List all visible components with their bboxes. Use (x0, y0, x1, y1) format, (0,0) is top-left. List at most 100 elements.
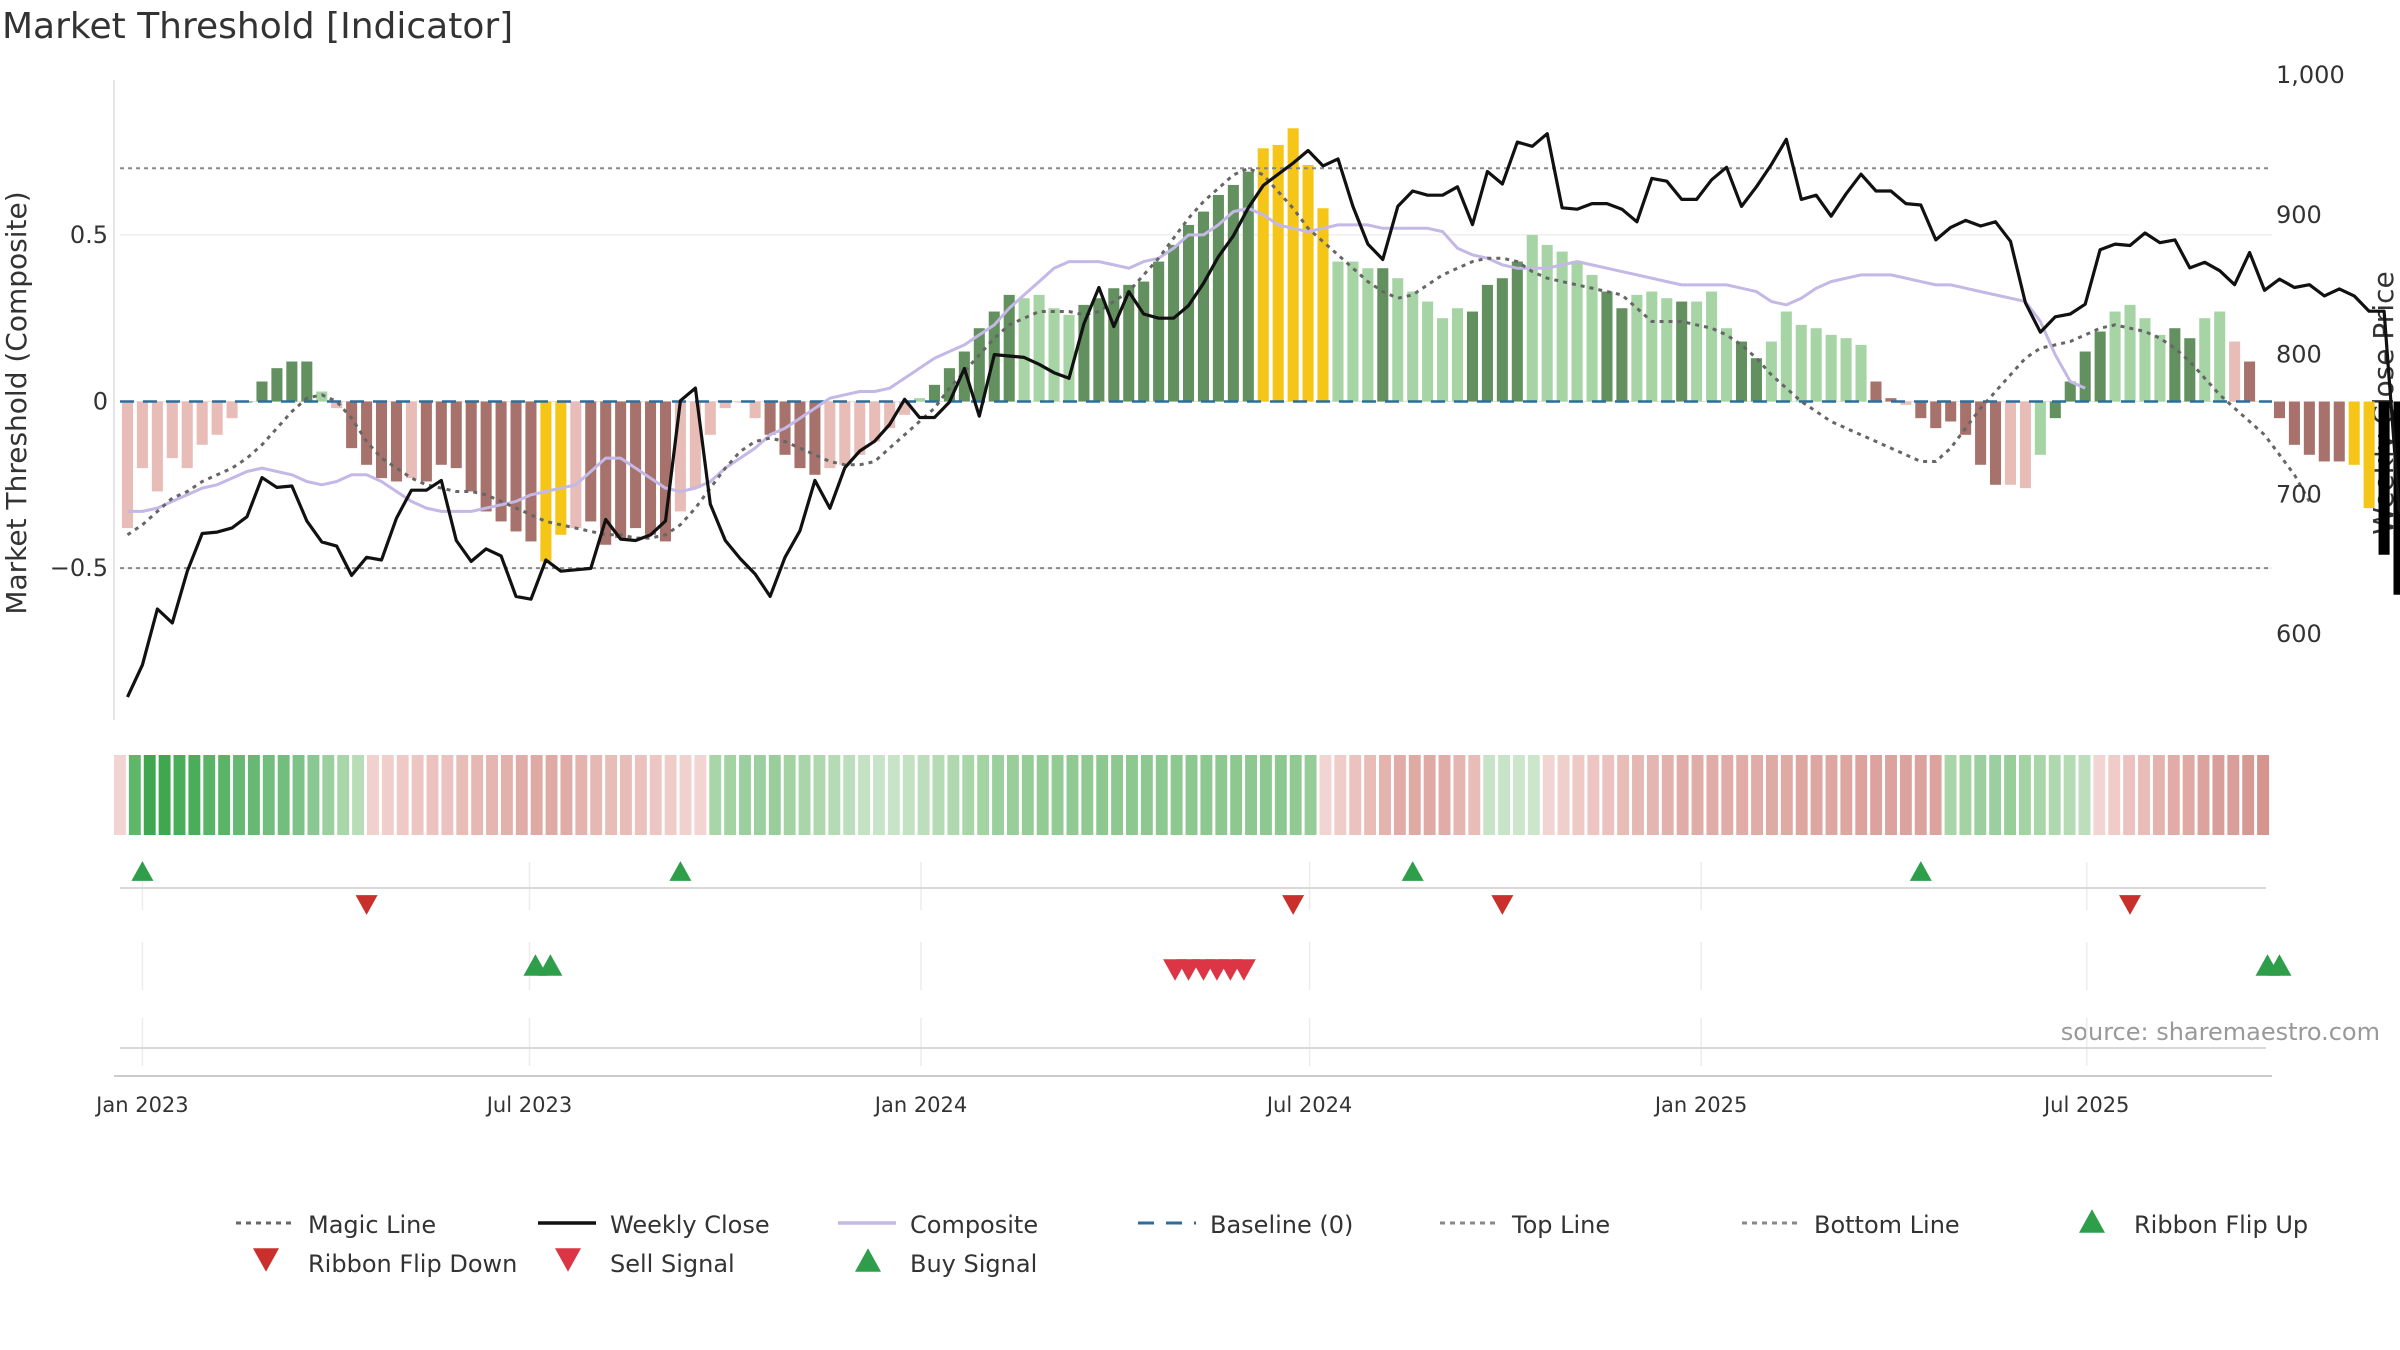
ribbon-cell (977, 755, 990, 835)
composite-bar (1900, 401, 1912, 405)
legend-sell-signal-label: Sell Signal (610, 1250, 735, 1278)
ribbon-cell (1617, 755, 1630, 835)
legend-ribbon-flip-up-label: Ribbon Flip Up (2134, 1211, 2308, 1239)
ribbon-cell (590, 755, 603, 835)
composite-bar (1571, 261, 1583, 402)
composite-bar (824, 401, 836, 469)
ribbon-cell (1066, 755, 1079, 835)
legend-weekly-close-label: Weekly Close (610, 1211, 770, 1239)
ribbon-cell (1944, 755, 1957, 835)
ribbon-cell (649, 755, 662, 835)
ribbon-cell (1885, 755, 1897, 835)
trend-ribbon (114, 755, 2270, 835)
composite-bar (1018, 298, 1030, 402)
composite-bar (1377, 268, 1389, 402)
ribbon-cell (620, 755, 632, 835)
composite-bar (151, 401, 163, 492)
ribbon-flip-down-marker (1282, 895, 1305, 915)
ribbon-cell (1468, 755, 1481, 835)
composite-bar (375, 401, 388, 479)
legend-top-line-label: Top Line (1511, 1211, 1610, 1239)
ribbon-cell (1721, 755, 1734, 835)
ribbon-cell (1736, 755, 1749, 835)
ribbon-flip-down-marker (2119, 895, 2142, 915)
ribbon-cell (1111, 755, 1124, 835)
ribbon-cell (768, 755, 781, 835)
composite-bar (555, 401, 567, 535)
ribbon-cell (1155, 755, 1168, 835)
ribbon-cell (634, 755, 647, 835)
composite-bar (1138, 281, 1150, 402)
left-tick-label: 0 (93, 387, 108, 415)
ribbon-cell (1230, 755, 1243, 835)
composite-bar (1302, 164, 1314, 402)
composite-bar (136, 401, 148, 469)
composite-bar (1197, 211, 1210, 402)
ribbon-cell (1408, 755, 1421, 835)
ribbon-cell (1334, 755, 1347, 835)
composite-bar (809, 401, 821, 475)
composite-bar (331, 401, 343, 409)
legend-baseline-0-label: Baseline (0) (1210, 1211, 1353, 1239)
composite-bar (615, 401, 627, 539)
ribbon-cell (1289, 755, 1302, 835)
composite-bar (420, 401, 432, 482)
composite-bar (316, 391, 328, 402)
composite-bar (719, 401, 731, 409)
composite-bar (390, 401, 403, 482)
source-credit: source: sharemaestro.com (2061, 1018, 2380, 1046)
ribbon-cell (1170, 755, 1183, 835)
composite-bar (510, 401, 522, 532)
ribbon-cell (173, 755, 186, 835)
ribbon-cell (1825, 755, 1838, 835)
composite-bar (2363, 401, 2375, 509)
composite-bar (181, 401, 193, 469)
ribbon-cell (1914, 755, 1927, 835)
ribbon-cell (1661, 755, 1674, 835)
ribbon-cell (2167, 755, 2180, 835)
composite-bars (121, 128, 2400, 595)
composite-bar (1048, 308, 1060, 402)
ribbon-cell (1602, 755, 1615, 835)
composite-bar (2034, 401, 2046, 455)
ribbon-cell (1304, 755, 1317, 835)
ribbon-cell (962, 755, 975, 835)
x-tick-label: Jan 2023 (94, 1093, 189, 1117)
ribbon-cell (1572, 755, 1585, 835)
composite-bar (1795, 324, 1807, 402)
composite-bar (121, 401, 134, 529)
composite-bar (1646, 291, 1658, 402)
composite-bar (1840, 338, 1852, 402)
ribbon-cell (1259, 755, 1272, 835)
composite-bar (1541, 244, 1553, 402)
right-tick-label: 800 (2276, 341, 2322, 369)
right-tick-label: 600 (2276, 620, 2322, 648)
ribbon-cell (515, 755, 528, 835)
ribbon-cell (1364, 755, 1377, 835)
composite-bar (166, 401, 178, 459)
composite-bar (540, 401, 552, 562)
ribbon-cell (2063, 755, 2076, 835)
ribbon-cell (2108, 755, 2121, 835)
ribbon-cell (1765, 755, 1778, 835)
composite-bar (2303, 401, 2315, 455)
composite-bar (435, 401, 447, 465)
magic-line-line (126, 166, 2311, 540)
composite-bar (674, 401, 686, 512)
ribbon-cell (158, 755, 171, 835)
composite-bar (1227, 184, 1239, 402)
ribbon-cell (352, 755, 365, 835)
ribbon-cell (1751, 755, 1764, 835)
composite-bar (2378, 401, 2390, 555)
ribbon-cell (1498, 755, 1511, 835)
composite-bar (1616, 308, 1628, 402)
legend-ribbon-flip-down-label: Ribbon Flip Down (308, 1250, 517, 1278)
ribbon-cell (1140, 755, 1153, 835)
composite-bar (704, 401, 716, 435)
ribbon-cell (1557, 755, 1570, 835)
ribbon-cell (1840, 755, 1853, 835)
composite-bar (644, 401, 657, 535)
ribbon-cell (1959, 755, 1972, 835)
ribbon-cell (1512, 755, 1525, 835)
composite-bar (570, 401, 582, 529)
